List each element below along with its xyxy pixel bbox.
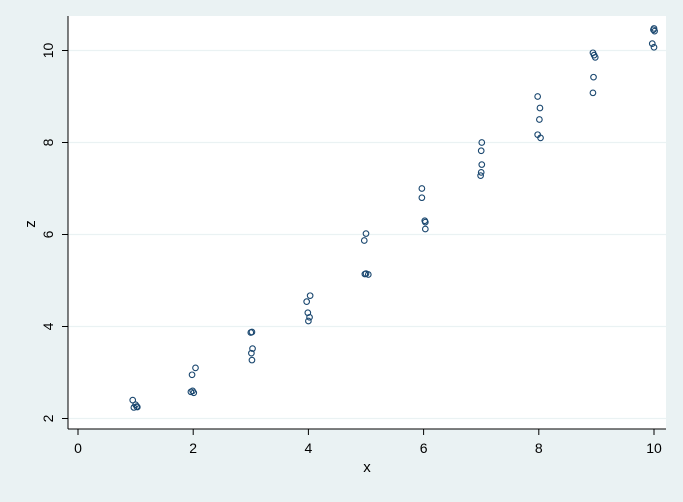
- data-point: [248, 356, 256, 364]
- y-ticks: 2 4 6 8 10: [40, 43, 68, 422]
- x-tick-label: 10: [646, 440, 662, 456]
- data-point: [364, 271, 372, 278]
- data-point: [421, 225, 429, 233]
- data-point: [534, 93, 542, 100]
- data-point: [249, 345, 256, 352]
- data-points: [129, 25, 658, 411]
- data-point: [650, 26, 657, 34]
- x-tick-label: 2: [189, 440, 197, 456]
- x-tick-label: 8: [535, 440, 543, 456]
- data-point: [306, 313, 313, 321]
- data-point: [478, 139, 486, 146]
- data-point: [248, 328, 256, 336]
- data-point: [650, 43, 658, 51]
- data-point: [360, 237, 368, 244]
- data-point: [648, 40, 656, 47]
- data-point: [306, 292, 314, 300]
- data-point: [362, 230, 370, 237]
- x-tick-label: 0: [74, 440, 82, 456]
- data-point: [418, 194, 426, 202]
- data-point: [188, 371, 196, 379]
- data-point: [192, 364, 199, 372]
- data-point: [477, 172, 484, 179]
- x-tick-label: 4: [305, 440, 313, 456]
- y-tick-label: 6: [40, 230, 56, 238]
- plot-area: [68, 16, 666, 429]
- data-point: [418, 185, 426, 192]
- data-point: [537, 134, 544, 142]
- data-point: [248, 349, 255, 357]
- data-point: [651, 27, 658, 35]
- y-tick-label: 8: [40, 138, 56, 146]
- data-point: [305, 317, 312, 325]
- axes: [67, 16, 666, 430]
- grid-lines: [68, 49, 666, 420]
- data-point: [589, 89, 597, 97]
- data-point: [477, 169, 485, 176]
- y-axis-label: z: [22, 220, 39, 228]
- y-tick-label: 2: [40, 414, 56, 422]
- data-point: [421, 218, 429, 226]
- data-point: [536, 104, 544, 112]
- x-tick-label: 6: [420, 440, 428, 456]
- data-point: [536, 116, 543, 123]
- data-point: [477, 147, 485, 155]
- data-point: [590, 73, 597, 81]
- data-point: [133, 403, 141, 411]
- data-point: [129, 396, 137, 404]
- data-point: [591, 54, 599, 61]
- data-point: [190, 389, 198, 397]
- x-axis-label: x: [363, 459, 371, 476]
- y-tick-label: 4: [40, 322, 56, 330]
- data-point: [303, 298, 311, 306]
- x-ticks: 0 2 4 6 8 10: [74, 429, 662, 456]
- y-tick-label: 10: [40, 43, 56, 59]
- data-point: [478, 161, 486, 168]
